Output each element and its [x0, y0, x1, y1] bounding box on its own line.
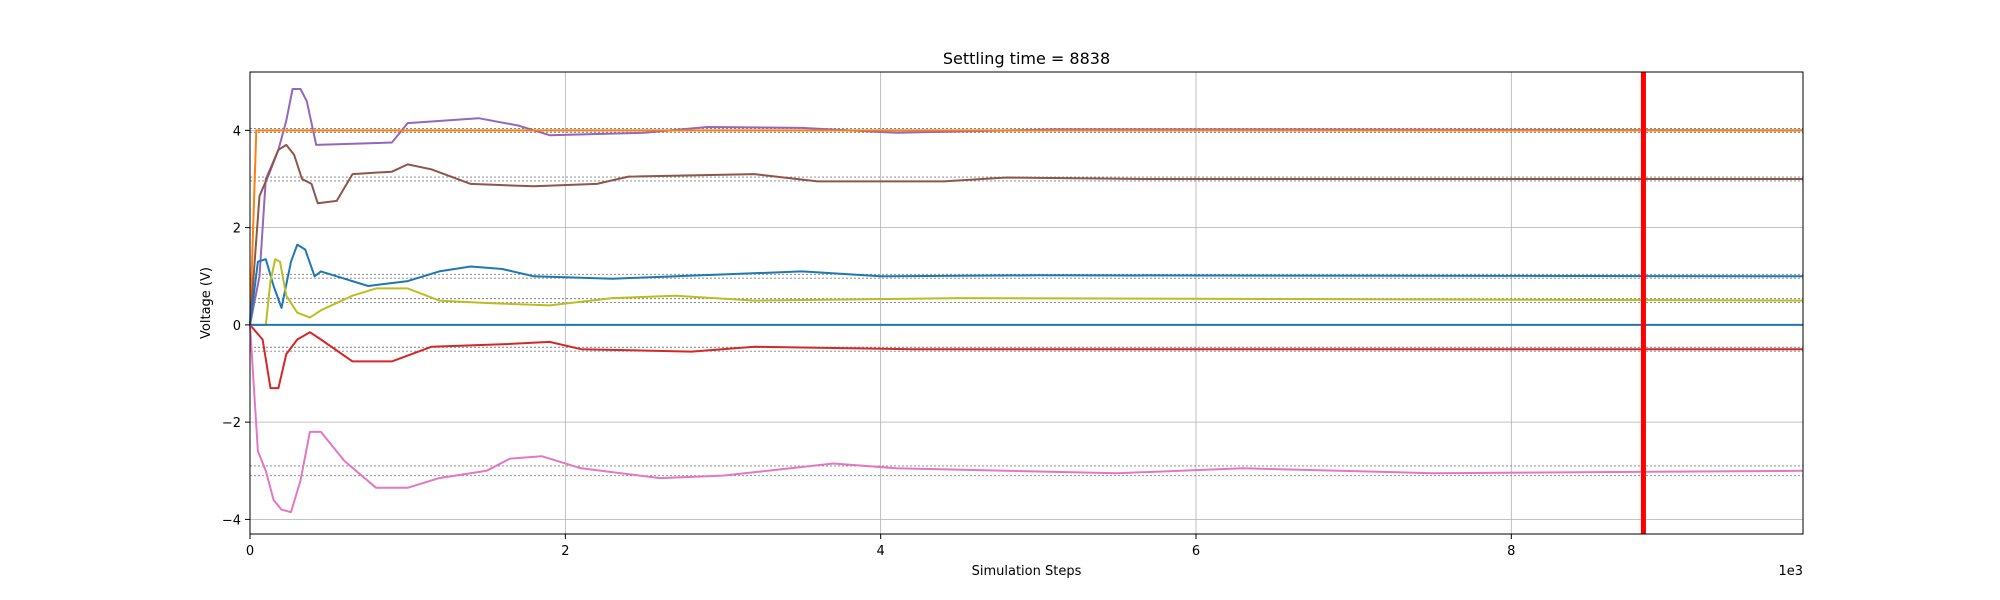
y-tick-label: −4 [222, 513, 241, 528]
x-tick-label: 4 [877, 544, 885, 559]
x-tick-label: 2 [561, 544, 569, 559]
series-line-6 [249, 324, 1803, 390]
series-line-1 [249, 129, 1803, 325]
y-tick-label: 0 [233, 319, 241, 334]
x-tick-label: 8 [1507, 544, 1515, 559]
y-tick-label: 4 [233, 124, 241, 139]
x-axis-offset-text: 1e3 [1778, 564, 1803, 579]
series-line-0 [249, 88, 1804, 326]
x-axis-label: Simulation Steps [972, 564, 1082, 579]
series-line-7 [249, 324, 1804, 514]
y-tick-label: −2 [222, 416, 241, 431]
chart-title: Settling time = 8838 [943, 49, 1110, 68]
y-axis-label: Voltage (V) [199, 267, 214, 339]
axis-ticks: 0 2 4 6 8 −4 −2 0 2 4 [222, 124, 1516, 559]
series-lines [249, 88, 1804, 514]
x-tick-label: 0 [246, 544, 254, 559]
series-line-3 [249, 243, 1804, 326]
x-tick-label: 6 [1192, 544, 1200, 559]
series-line-4 [250, 258, 1804, 326]
plot-frame [249, 71, 1804, 535]
series-line-2 [249, 143, 1803, 325]
y-tick-label: 2 [233, 222, 241, 237]
